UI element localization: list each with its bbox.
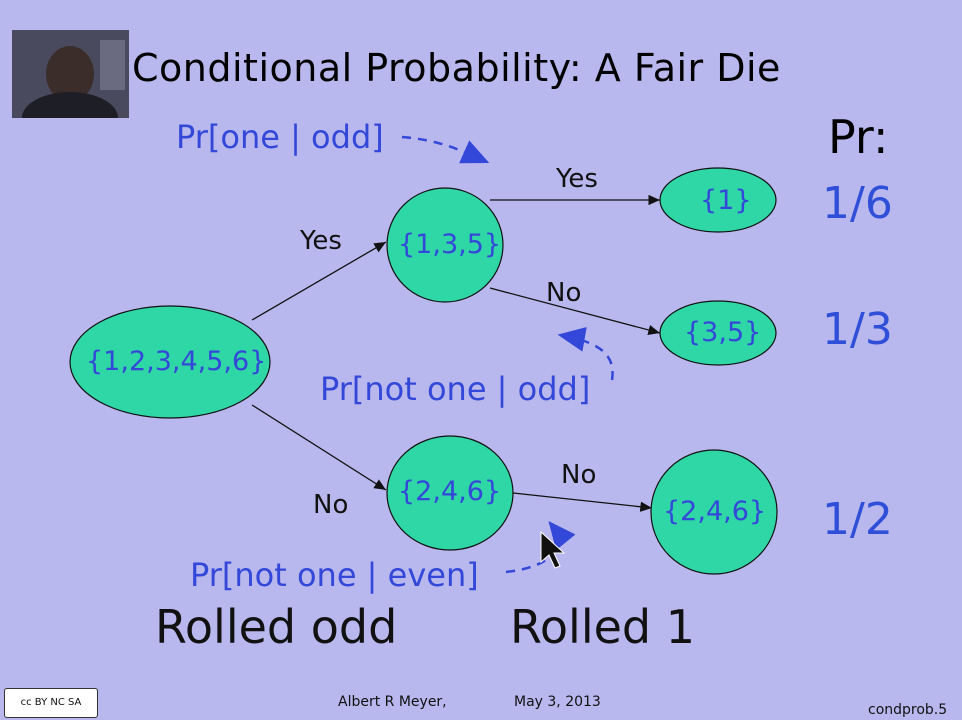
annotation-pr-not-one-given-even: Pr[not one | even]: [190, 556, 479, 594]
edge-label-root-even: No: [313, 490, 349, 520]
probability-header: Pr:: [828, 110, 889, 164]
mouse-pointer-icon: [540, 530, 566, 569]
node-root-label: {1,2,3,4,5,6}: [86, 346, 267, 377]
edge-root-odd: [251, 241, 387, 321]
edge-label-odd-one: Yes: [556, 164, 598, 194]
footer-slide-id: condprob.5: [868, 702, 948, 718]
node-even-leaf: [650, 449, 778, 575]
node-even-label: {2,4,6}: [398, 476, 502, 507]
node-one: [659, 167, 777, 233]
presenter-webcam-image: [12, 30, 129, 118]
edge-label-root-odd: Yes: [300, 226, 342, 256]
annotation-pr-not-one-given-odd: Pr[not one | odd]: [320, 370, 591, 408]
footer-author: Albert R Meyer,: [338, 694, 447, 710]
node-three-five-label: {3,5}: [684, 317, 762, 348]
label-rolled-odd: Rolled odd: [155, 600, 398, 654]
annotation-pr-one-given-odd: Pr[one | odd]: [176, 118, 384, 156]
edge-label-even-leaf: No: [561, 460, 597, 490]
node-even-leaf-label: {2,4,6}: [663, 496, 767, 527]
label-rolled-one: Rolled 1: [510, 600, 695, 654]
node-one-label: {1}: [700, 185, 752, 216]
edge-even-leaf: [512, 492, 653, 512]
node-odd: [386, 187, 504, 303]
node-root: [69, 305, 271, 419]
slide-title: Conditional Probability: A Fair Die: [132, 46, 781, 90]
probability-value: 1/6: [822, 178, 893, 229]
node-three-five: [659, 300, 777, 366]
annotation-arrow-one-odd: [401, 135, 490, 164]
annotation-arrow-not-one-odd: [557, 327, 614, 381]
edge-odd-35: [489, 287, 661, 336]
node-even: [386, 435, 514, 551]
footer-date: May 3, 2013: [514, 694, 601, 710]
node-odd-label: {1,3,5}: [398, 229, 502, 260]
edge-label-odd-35: No: [546, 278, 582, 308]
probability-value: 1/3: [822, 304, 893, 355]
probability-value: 1/2: [822, 494, 893, 545]
creative-commons-license-icon: cc BY NC SA: [4, 688, 98, 718]
edge-root-even: [251, 404, 387, 491]
